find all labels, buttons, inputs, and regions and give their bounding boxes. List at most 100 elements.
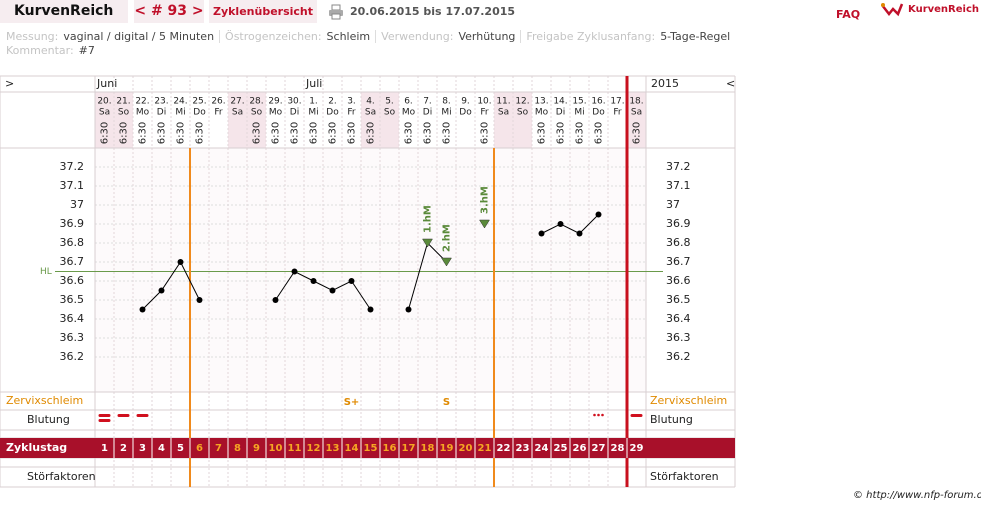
weekday-label: Mi: [308, 108, 318, 118]
date-label: 10.: [477, 97, 491, 107]
temperature-point: [196, 297, 203, 303]
date-label: 21.: [116, 97, 130, 107]
date-label: 18.: [629, 97, 643, 107]
disturbance-label: Störfaktoren: [27, 470, 96, 483]
month-label: Juli: [305, 77, 322, 90]
temperature-point: [538, 230, 545, 237]
date-label: 25.: [192, 97, 206, 107]
time-label: 6:30: [271, 122, 282, 144]
cycle-overview[interactable]: Zyklenübersicht: [209, 0, 317, 23]
y-tick-label-right: 36.8: [666, 236, 691, 249]
cycle-nav[interactable]: < # 93 >: [134, 0, 204, 23]
time-label: 6:30: [138, 122, 149, 144]
weekday-label: Di: [157, 108, 166, 118]
temperature-point: [557, 221, 564, 227]
date-label: 23.: [154, 97, 168, 107]
time-label: 6:30: [252, 122, 263, 144]
nav-right: <: [726, 77, 735, 90]
comment-label: Kommentar:: [6, 44, 74, 57]
date-label: 6.: [404, 97, 413, 107]
print-icon[interactable]: [328, 4, 344, 20]
disturbance-label-right: Störfaktoren: [650, 470, 719, 483]
weekday-label: Do: [592, 108, 605, 118]
date-label: 26.: [211, 97, 225, 107]
time-label: 6:30: [176, 122, 187, 144]
cover-line-label: HL: [40, 267, 52, 277]
higher-mark-label: 3.hM: [480, 186, 491, 214]
y-tick-label-right: 37: [666, 198, 680, 211]
weekend-shade: [114, 92, 133, 148]
y-tick-label: 36.5: [60, 293, 85, 306]
higher-mark-point: [441, 257, 452, 267]
cycle-day: 19: [440, 443, 454, 454]
weekend-shade: [95, 92, 114, 148]
cycle-day: 27: [592, 443, 606, 454]
faq-link[interactable]: FAQ: [836, 8, 861, 21]
y-tick-label: 37: [70, 198, 84, 211]
y-tick-label-right: 37.2: [666, 160, 691, 173]
info-value: Schleim: [326, 30, 371, 43]
weekday-label: So: [517, 108, 529, 118]
logo-text: KurvenReich: [908, 4, 980, 15]
temperature-point: [139, 306, 146, 313]
time-label: 6:30: [537, 122, 548, 144]
temperature-point: [576, 230, 583, 237]
weekday-label: Fr: [613, 108, 622, 118]
time-label: 6:30: [195, 122, 206, 144]
cycle-day: 9: [253, 443, 260, 454]
weekday-label: So: [251, 108, 263, 118]
cycle-day: 23: [516, 443, 530, 454]
date-label: 11.: [496, 97, 510, 107]
cycle-day: 8: [234, 443, 241, 454]
cervix-label: Zervixschleim: [6, 394, 83, 407]
weekend-shade: [247, 92, 266, 148]
info-label: Verwendung:: [375, 30, 453, 43]
info-value: vaginal / digital / 5 Minuten: [63, 30, 215, 43]
date-label: 5.: [385, 97, 394, 107]
date-label: 24.: [173, 97, 187, 107]
brand[interactable]: KurvenReich: [0, 0, 128, 23]
comment: #7: [78, 44, 95, 57]
temperature-point: [348, 278, 355, 284]
date-label: 17.: [610, 97, 624, 107]
date-label: 9.: [461, 97, 470, 107]
weekday-label: Di: [556, 108, 565, 118]
cycle-day: 21: [478, 443, 492, 454]
cycle-day: 25: [554, 443, 568, 454]
weekday-label: Sa: [365, 108, 376, 118]
date-label: 14.: [553, 97, 567, 107]
cycle-day: 6: [196, 443, 203, 454]
weekday-label: Fr: [214, 108, 223, 118]
time-label: 6:30: [480, 122, 491, 144]
time-label: 6:30: [423, 122, 434, 144]
temperature-line: [142, 214, 599, 310]
bleeding-medium: [117, 414, 130, 417]
weekday-label: Fr: [347, 108, 356, 118]
date-label: 12.: [515, 97, 529, 107]
cycle-day: 13: [326, 443, 340, 454]
higher-mark-label: 1.hM: [423, 205, 434, 233]
date-range: 20.06.2015 bis 17.07.2015: [350, 5, 516, 18]
date-label: 4.: [366, 97, 375, 107]
cycle-day: 11: [288, 443, 302, 454]
weekday-label: Mo: [136, 108, 150, 118]
weekend-shade: [361, 92, 380, 148]
date-label: 22.: [135, 97, 149, 107]
date-label: 30.: [287, 97, 301, 107]
year: 2015: [651, 77, 679, 90]
date-label: 8.: [442, 97, 451, 107]
date-label: 28.: [249, 97, 263, 107]
y-tick-label: 37.1: [60, 179, 85, 192]
weekday-label: Di: [423, 108, 432, 118]
logo-icon: [881, 3, 904, 17]
time-label: 6:30: [556, 122, 567, 144]
temperature-point: [329, 287, 336, 294]
temperature-point: [405, 306, 412, 313]
cycle-day: 28: [611, 443, 625, 454]
time-label: 6:30: [347, 122, 358, 144]
month-label: Juni: [96, 77, 117, 90]
y-tick-label-right: 36.7: [666, 255, 691, 268]
weekday-label: Mo: [402, 108, 416, 118]
bleeding-spotting: [601, 413, 604, 417]
